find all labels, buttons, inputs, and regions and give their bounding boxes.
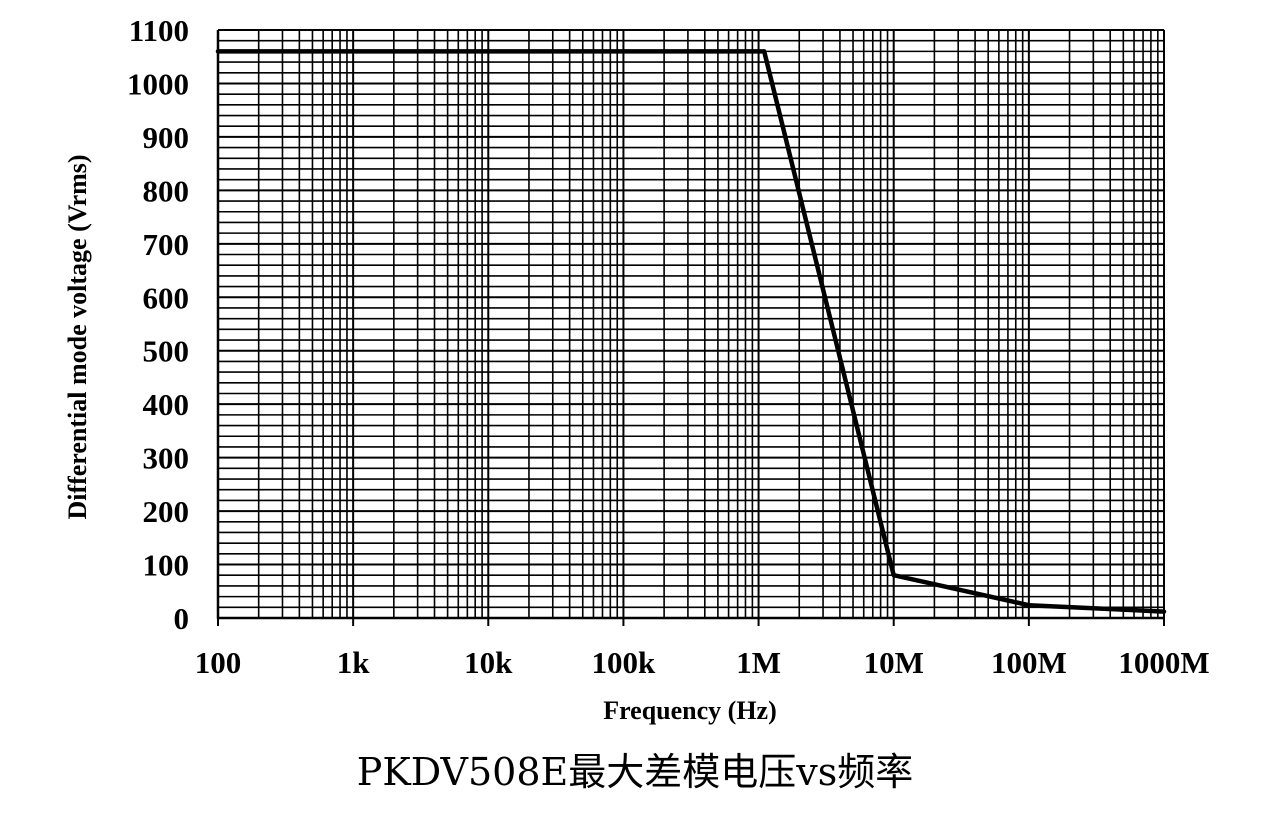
y-tick-label: 600: [143, 280, 190, 315]
chart-caption: PKDV508E最大差模电压vs频率: [356, 750, 914, 794]
y-tick-label: 900: [143, 120, 190, 155]
y-tick-labels: 0 100 200 300 400 500 600 700 800 900 1000 1100: [127, 13, 189, 636]
grid: [217, 29, 1165, 619]
x-tick-label: 1000M: [1118, 645, 1209, 680]
y-tick-label: 200: [143, 494, 190, 529]
x-tick-label: 1k: [337, 645, 371, 680]
x-tick-labels: 100 1k 10k 100k 1M 10M 100M 1000M: [195, 645, 1210, 680]
series-layer: [215, 49, 1167, 614]
y-tick-label: 400: [143, 387, 190, 422]
x-tick-label: 100k: [592, 645, 657, 680]
x-axis-title: Frequency (Hz): [603, 696, 777, 725]
y-tick-label: 300: [143, 441, 190, 476]
y-tick-label: 500: [143, 334, 190, 369]
y-tick-label: 100: [143, 548, 190, 583]
x-tick-label: 100: [195, 645, 242, 680]
y-axis-title: Differential mode voltage (Vrms): [63, 154, 92, 519]
x-tick-label: 10M: [864, 645, 924, 680]
x-tick-label: 1M: [736, 645, 781, 680]
y-tick-label: 0: [174, 601, 190, 636]
y-tick-label: 1000: [127, 66, 189, 101]
y-tick-label: 800: [143, 173, 190, 208]
axes: [216, 30, 1165, 626]
y-tick-label: 700: [143, 227, 190, 262]
x-tick-label: 10k: [464, 645, 513, 680]
y-tick-label: 1100: [129, 13, 189, 48]
x-tick-label: 100M: [991, 645, 1067, 680]
